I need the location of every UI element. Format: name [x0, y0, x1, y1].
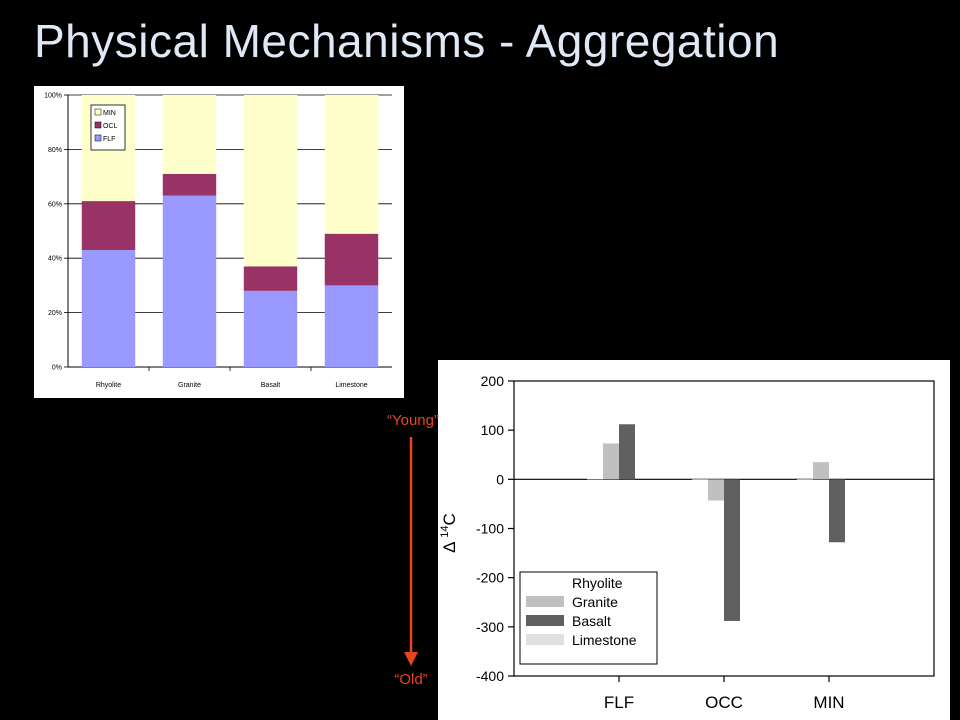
y-tick-label: -100	[476, 521, 504, 537]
x-tick-label: Basalt	[261, 382, 281, 389]
y-tick-label: 80%	[48, 147, 62, 154]
legend-label: FLF	[103, 136, 115, 143]
bar-flf	[243, 290, 298, 367]
x-tick-label: OCC	[705, 693, 743, 712]
bar-ocl	[81, 201, 136, 251]
legend-swatch-flf	[94, 134, 102, 142]
old-label: “Old”	[394, 671, 427, 688]
bar-basalt	[829, 479, 845, 543]
bar-min	[324, 95, 379, 234]
bar-min	[162, 95, 217, 174]
y-tick-label: 60%	[48, 201, 62, 208]
y-axis-label: Δ 14C	[439, 513, 459, 553]
y-tick-label: 20%	[48, 310, 62, 317]
bar-flf	[81, 250, 136, 367]
bar-ocl	[162, 173, 217, 196]
bar-flf	[162, 195, 217, 367]
x-tick-label: Limestone	[335, 382, 367, 389]
bar-min	[243, 95, 298, 267]
x-tick-label: Rhyolite	[96, 382, 121, 389]
chart-radiocarbon-legend: Rhyolite Granite Basalt Limestone	[519, 571, 658, 665]
y-tick-label: 0%	[52, 365, 62, 372]
y-tick-label: 100%	[44, 93, 62, 100]
legend-swatch-ocl	[94, 121, 102, 129]
bar-ocl	[243, 266, 298, 291]
bar-rhyolite	[797, 479, 813, 512]
legend-swatch-min	[94, 108, 102, 116]
y-tick-label: 0	[496, 471, 504, 487]
legend-label: Granite	[572, 594, 618, 610]
legend-swatch-limestone	[526, 634, 564, 645]
young-label: “Young”	[387, 412, 439, 429]
bar-rhyolite	[692, 479, 708, 585]
legend-label: Limestone	[572, 632, 637, 648]
y-tick-label: -400	[476, 668, 504, 684]
legend-swatch-basalt	[526, 615, 564, 626]
bar-granite	[708, 479, 724, 501]
x-tick-label: Granite	[178, 382, 201, 389]
slide-title: Physical Mechanisms - Aggregation	[34, 15, 780, 67]
bar-granite	[813, 462, 829, 480]
x-tick-label: FLF	[604, 693, 634, 712]
legend-label: Rhyolite	[572, 575, 623, 591]
chart-composition-legend: MIN OCL FLF	[90, 104, 126, 151]
bar-flf	[324, 285, 379, 367]
y-tick-label: 40%	[48, 256, 62, 263]
y-tick-label: -200	[476, 570, 504, 586]
bar-ocl	[324, 233, 379, 286]
age-arrow-annotation: “Young” “Old”	[387, 412, 439, 688]
y-tick-label: 100	[481, 422, 505, 438]
bar-basalt	[724, 479, 740, 621]
x-tick-label: MIN	[813, 693, 844, 712]
legend-swatch-granite	[526, 596, 564, 607]
chart-radiocarbon: -400 -300 -200 -100 0 100 200 FLF OCC MIN Δ 14C Rhy…	[438, 360, 950, 720]
y-tick-label: -300	[476, 619, 504, 635]
legend-label: OCL	[103, 123, 118, 130]
arrow-head	[404, 652, 418, 666]
bar-basalt	[619, 424, 635, 480]
chart-composition: 0% 20% 40% 60% 80% 100% Rhyolite Granite Basalt L…	[34, 86, 404, 398]
y-tick-label: 200	[481, 373, 505, 389]
legend-label: MIN	[103, 110, 116, 117]
legend-label: Basalt	[572, 613, 611, 629]
bar-granite	[603, 443, 619, 480]
legend-swatch-rhyolite	[525, 576, 565, 589]
bar-rhyolite	[587, 456, 603, 480]
